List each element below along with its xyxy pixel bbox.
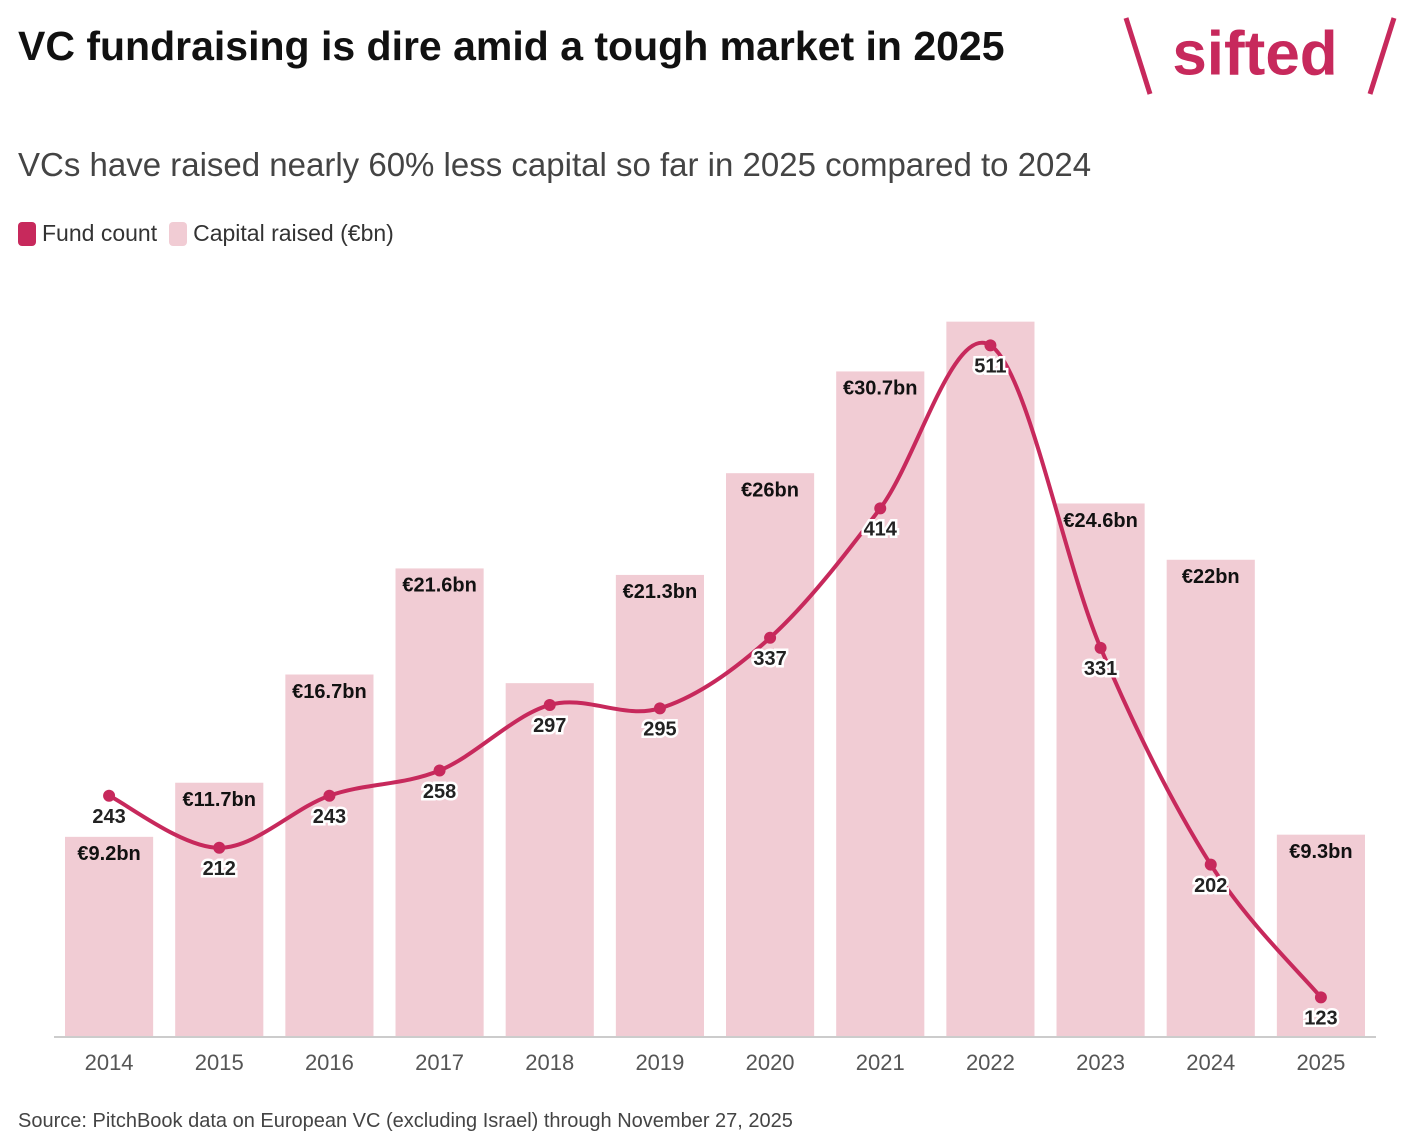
bar xyxy=(1166,559,1255,1036)
line-value-label: 414 xyxy=(864,519,898,541)
line-value-label: 202 xyxy=(1194,875,1227,897)
bar xyxy=(836,371,925,1036)
bar xyxy=(1276,834,1365,1036)
line-point xyxy=(984,339,997,352)
bar xyxy=(726,473,815,1036)
line-point xyxy=(764,631,777,644)
bar-value-label: €26bn xyxy=(741,479,799,501)
logo: sifted xyxy=(1172,19,1337,88)
line-point xyxy=(103,789,116,802)
line-value-label: 331 xyxy=(1084,658,1117,680)
bar-value-label: €21.6bn xyxy=(402,575,476,597)
legend-swatch xyxy=(169,221,188,246)
bar-value-label: €22bn xyxy=(1182,566,1240,588)
logo-slash xyxy=(1367,17,1397,95)
x-tick-label: 2024 xyxy=(1186,1050,1235,1075)
bar xyxy=(395,568,484,1036)
line-value-label: 212 xyxy=(203,858,236,880)
bar-value-label: €16.7bn xyxy=(292,681,366,703)
line-value-label: 243 xyxy=(92,806,125,828)
legend-item: Fund count xyxy=(18,220,157,247)
chart-title: VC fundraising is dire amid a tough mark… xyxy=(18,23,1005,69)
bar xyxy=(615,574,704,1036)
x-tick-label: 2023 xyxy=(1076,1050,1125,1075)
bar xyxy=(175,782,264,1036)
legend-item: Capital raised (€bn) xyxy=(169,220,394,247)
legend-swatch xyxy=(18,221,36,246)
bar xyxy=(505,683,594,1036)
logo-slash xyxy=(1123,17,1153,95)
line-point xyxy=(323,789,336,802)
line-point xyxy=(433,764,446,777)
line-point xyxy=(1314,991,1327,1004)
line-value-label: 337 xyxy=(753,648,786,670)
x-tick-label: 2016 xyxy=(305,1050,354,1075)
bar xyxy=(1056,503,1145,1036)
x-tick-label: 2014 xyxy=(85,1050,134,1075)
bar xyxy=(285,674,374,1036)
bar-value-label: €9.3bn xyxy=(1289,841,1352,863)
line-point xyxy=(543,698,556,711)
bar-value-label: €21.3bn xyxy=(623,581,697,603)
legend-label: Capital raised (€bn) xyxy=(193,220,394,246)
bar xyxy=(946,321,1035,1036)
chart-subtitle: VCs have raised nearly 60% less capital … xyxy=(18,146,1092,183)
line-value-label: 258 xyxy=(423,781,456,803)
line-point xyxy=(213,841,226,854)
bar-value-label: €30.7bn xyxy=(843,378,917,400)
line-value-label: 511 xyxy=(974,356,1006,378)
x-tick-label: 2021 xyxy=(856,1050,905,1075)
line-value-label: 243 xyxy=(313,806,346,828)
legend-label: Fund count xyxy=(42,220,158,246)
bar xyxy=(65,836,154,1036)
bar-value-label: €24.6bn xyxy=(1063,510,1137,532)
line xyxy=(108,340,1323,999)
line-value-label: 297 xyxy=(533,715,566,737)
bar-value-label: €9.2bn xyxy=(77,843,140,865)
line-point xyxy=(1094,641,1107,654)
source-note: Source: PitchBook data on European VC (e… xyxy=(18,1110,793,1132)
line-point xyxy=(874,502,887,515)
x-tick-label: 2022 xyxy=(966,1050,1015,1075)
line-point xyxy=(653,702,666,715)
x-tick-label: 2017 xyxy=(415,1050,464,1075)
x-tick-label: 2018 xyxy=(525,1050,574,1075)
legend: Fund count Capital raised (€bn) xyxy=(18,220,394,247)
line-value-label: 123 xyxy=(1304,1008,1337,1030)
line-point xyxy=(1204,858,1217,871)
x-tick-label: 2025 xyxy=(1296,1050,1345,1075)
x-tick-label: 2015 xyxy=(195,1050,244,1075)
bar-value-label: €11.7bn xyxy=(183,789,256,811)
x-tick-label: 2019 xyxy=(635,1050,684,1075)
x-tick-label: 2020 xyxy=(746,1050,795,1075)
line-value-label: 295 xyxy=(643,719,676,741)
